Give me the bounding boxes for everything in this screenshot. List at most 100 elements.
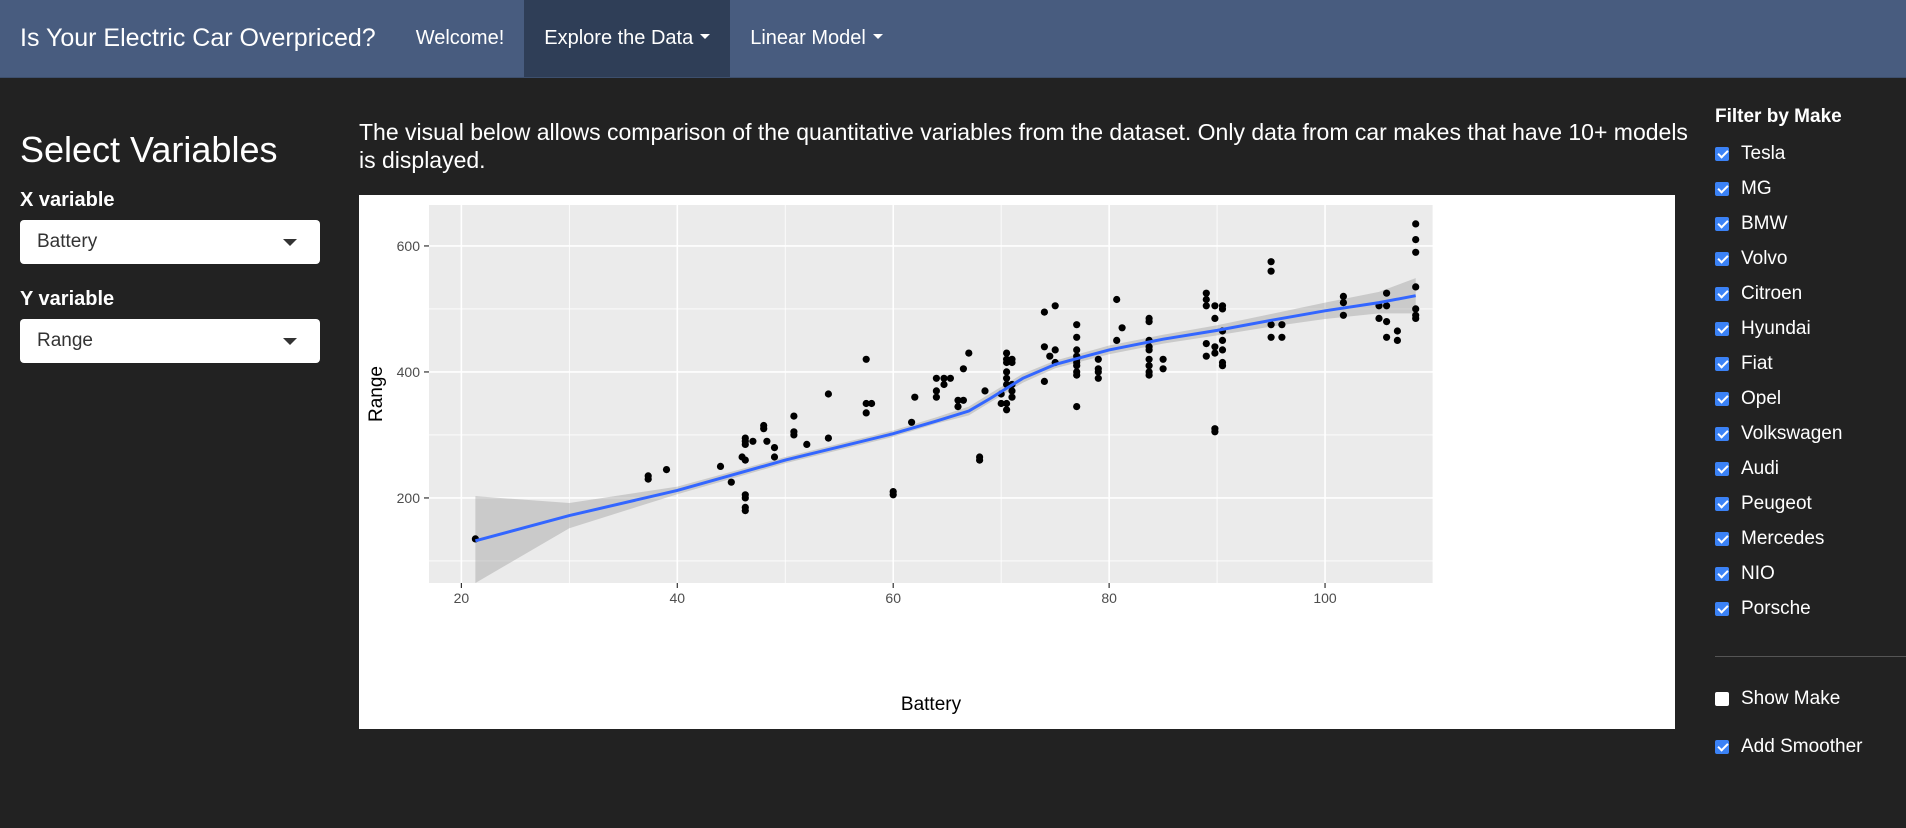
- make-checkbox-porsche[interactable]: Porsche: [1715, 591, 1906, 626]
- data-point: [1094, 368, 1102, 376]
- show-make-checkbox[interactable]: Show Make: [1715, 681, 1840, 716]
- data-point: [1267, 321, 1275, 329]
- data-point: [862, 399, 870, 408]
- nav-welcome[interactable]: Welcome!: [396, 0, 525, 77]
- make-label: MG: [1741, 177, 1772, 199]
- x-tick-label: 80: [1101, 590, 1117, 606]
- data-point: [1073, 321, 1081, 329]
- data-point: [741, 507, 749, 515]
- y-variable-select[interactable]: Range: [20, 319, 320, 364]
- data-point: [1393, 327, 1401, 335]
- data-point: [954, 396, 962, 404]
- x-variable-label: X variable: [20, 189, 115, 212]
- make-checkbox-peugeot[interactable]: Peugeot: [1715, 486, 1906, 521]
- smoother-confidence-band: [475, 278, 1416, 583]
- nav-explore-data-label: Explore the Data: [544, 27, 694, 49]
- data-point: [981, 387, 989, 395]
- data-point: [644, 472, 652, 480]
- sidebar: Select Variables X variable Battery Y va…: [20, 128, 320, 387]
- data-point: [1202, 289, 1210, 297]
- data-point: [741, 434, 749, 442]
- checkbox-box[interactable]: [1715, 216, 1729, 231]
- data-point: [889, 491, 897, 499]
- make-checkbox-hyundai[interactable]: Hyundai: [1715, 311, 1906, 346]
- checkbox-box[interactable]: [1715, 146, 1729, 161]
- data-point: [908, 418, 916, 426]
- data-point: [1051, 346, 1059, 354]
- data-point: [997, 399, 1005, 408]
- checkbox-box[interactable]: [1715, 356, 1729, 371]
- make-label: Porsche: [1741, 597, 1811, 619]
- dropdown-arrow-icon: [283, 337, 297, 345]
- checkbox-box[interactable]: [1715, 691, 1729, 706]
- checkbox-box[interactable]: [1715, 286, 1729, 301]
- make-checkbox-mercedes[interactable]: Mercedes: [1715, 521, 1906, 556]
- checkbox-box[interactable]: [1715, 601, 1729, 616]
- data-point: [790, 412, 798, 420]
- data-point: [1211, 428, 1219, 436]
- make-checkbox-bmw[interactable]: BMW: [1715, 206, 1906, 241]
- data-point: [1113, 336, 1121, 344]
- make-checkbox-citroen[interactable]: Citroen: [1715, 276, 1906, 311]
- data-point: [1218, 305, 1227, 313]
- data-point: [932, 393, 941, 401]
- make-checkbox-mg[interactable]: MG: [1715, 171, 1906, 206]
- make-checkbox-volkswagen[interactable]: Volkswagen: [1715, 416, 1906, 451]
- data-point: [1412, 305, 1420, 313]
- make-checkbox-volvo[interactable]: Volvo: [1715, 241, 1906, 276]
- checkbox-box[interactable]: [1715, 496, 1729, 511]
- checkbox-box[interactable]: [1715, 391, 1729, 406]
- data-point: [741, 440, 749, 448]
- make-checkbox-tesla[interactable]: Tesla: [1715, 136, 1906, 171]
- data-point: [741, 456, 749, 464]
- app-title[interactable]: Is Your Electric Car Overpriced?: [20, 24, 376, 52]
- data-point: [1383, 318, 1391, 326]
- checkbox-box[interactable]: [1715, 251, 1729, 266]
- checkbox-box[interactable]: [1715, 566, 1729, 581]
- data-point: [1412, 314, 1420, 322]
- data-point: [824, 390, 832, 398]
- y-variable-label: Y variable: [20, 288, 115, 311]
- data-point: [1412, 236, 1420, 244]
- nav-explore-data[interactable]: Explore the Data: [524, 0, 731, 77]
- nav-linear-model[interactable]: Linear Model: [730, 0, 903, 77]
- dropdown-arrow-icon: [283, 238, 297, 246]
- checkbox-box[interactable]: [1715, 531, 1729, 546]
- make-checkbox-audi[interactable]: Audi: [1715, 451, 1906, 486]
- x-variable-value: Battery: [37, 231, 98, 253]
- make-checkbox-nio[interactable]: NIO: [1715, 556, 1906, 591]
- data-point: [1145, 355, 1153, 363]
- x-tick-label: 40: [670, 590, 686, 606]
- data-point: [1218, 362, 1227, 370]
- data-point: [1159, 355, 1167, 363]
- make-label: Mercedes: [1741, 527, 1825, 549]
- data-point: [1051, 302, 1059, 310]
- data-point: [1003, 406, 1011, 414]
- data-point: [1383, 302, 1391, 310]
- data-point: [1003, 399, 1011, 408]
- navbar: Is Your Electric Car Overpriced? Welcome…: [0, 0, 1906, 78]
- make-label: BMW: [1741, 212, 1788, 234]
- data-point: [1113, 295, 1121, 304]
- data-point: [959, 365, 968, 373]
- plot-panel: [429, 205, 1433, 583]
- checkbox-box[interactable]: [1715, 321, 1729, 336]
- make-label: Peugeot: [1741, 492, 1812, 514]
- data-point: [1267, 333, 1275, 341]
- checkbox-box[interactable]: [1715, 426, 1729, 441]
- data-point: [1003, 368, 1011, 376]
- checkbox-box[interactable]: [1715, 461, 1729, 476]
- data-point: [749, 437, 757, 445]
- make-checkbox-opel[interactable]: Opel: [1715, 381, 1906, 416]
- checkbox-box[interactable]: [1715, 181, 1729, 196]
- make-checkbox-fiat[interactable]: Fiat: [1715, 346, 1906, 381]
- axes: 20 40 60 80 100 200 400 600: [397, 238, 1337, 606]
- x-variable-select[interactable]: Battery: [20, 220, 320, 265]
- y-axis-label: Range: [366, 366, 387, 422]
- data-point: [1412, 220, 1420, 228]
- checkbox-box[interactable]: [1715, 739, 1729, 754]
- add-smoother-checkbox[interactable]: Add Smoother: [1715, 729, 1862, 764]
- data-point: [803, 440, 811, 448]
- data-point: [1145, 318, 1153, 326]
- data-point: [1412, 283, 1420, 291]
